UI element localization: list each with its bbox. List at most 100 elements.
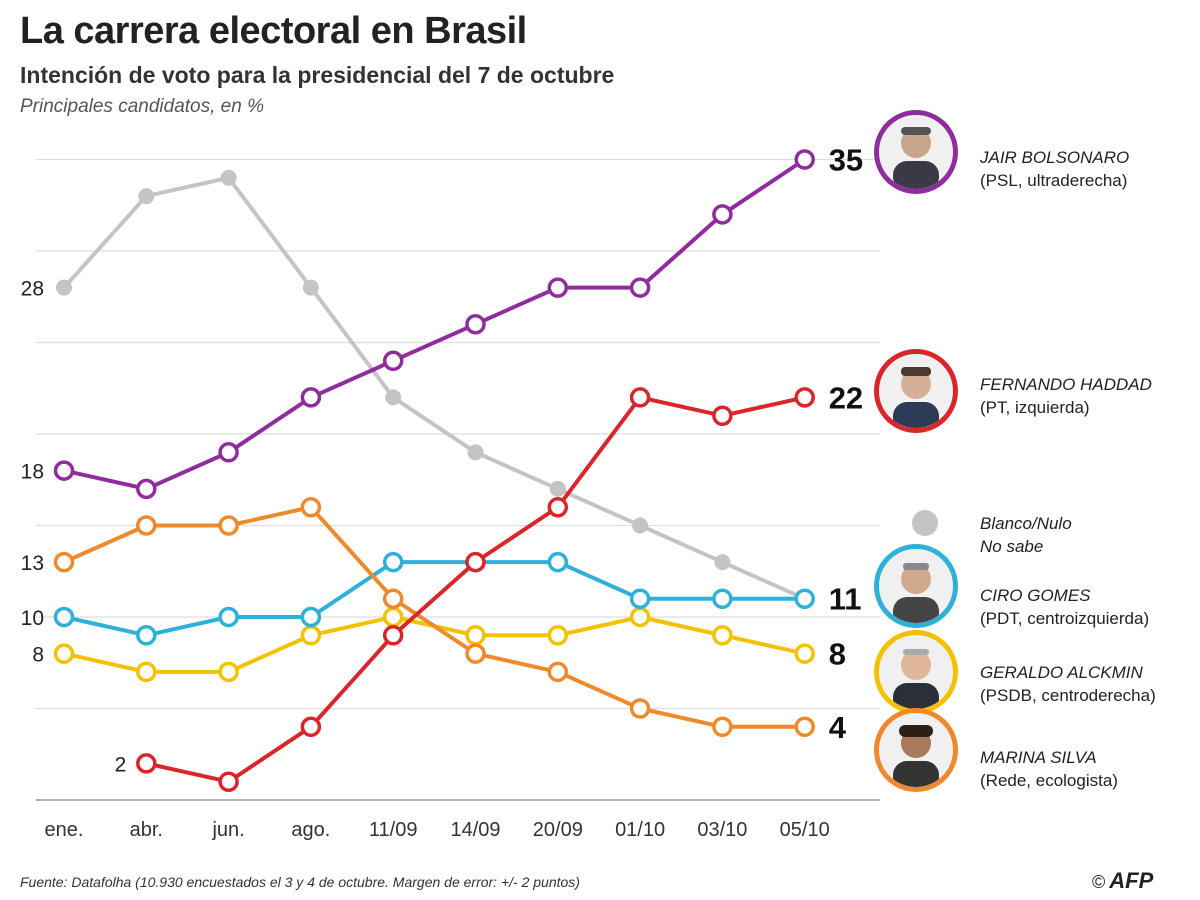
- legend-marina-name: MARINA SILVA: [980, 748, 1097, 767]
- legend-haddad-party: (PT, izquierda): [980, 398, 1090, 417]
- x-tick-label: 20/09: [533, 819, 583, 841]
- point-blanco: [632, 517, 649, 534]
- start-label-ciro: 10: [21, 607, 44, 630]
- chart-title: La carrera electoral en Brasil: [20, 10, 527, 52]
- legend-alckmin-name: GERALDO ALCKMIN: [980, 663, 1143, 682]
- series-line-blanco: [62, 175, 807, 601]
- point-blanco: [138, 188, 155, 205]
- point-marina: [629, 698, 651, 719]
- legend-haddad: FERNANDO HADDAD (PT, izquierda): [980, 373, 1152, 419]
- point-bolsonaro: [712, 204, 733, 225]
- legend-bolsonaro: JAIR BOLSONARO (PSL, ultraderecha): [980, 146, 1129, 192]
- point-bolsonaro: [382, 350, 404, 372]
- point-marina: [465, 643, 486, 664]
- point-blanco: [467, 444, 484, 461]
- legend-blanco-sub: No sabe: [980, 537, 1044, 556]
- point-alckmin: [218, 661, 239, 683]
- legend-alckmin-party: (PSDB, centroderecha): [980, 686, 1156, 705]
- point-alckmin: [629, 606, 651, 628]
- point-ciro: [382, 551, 404, 573]
- point-ciro: [712, 588, 733, 609]
- series-lines: [62, 157, 807, 784]
- chart-subtitle: Intención de voto para la presidencial d…: [20, 62, 615, 88]
- afp-wordmark: AFP: [1109, 868, 1154, 893]
- series-line-ciro: [62, 560, 807, 638]
- end-label-bolsonaro: 35: [829, 143, 863, 178]
- point-ciro: [300, 606, 322, 628]
- point-alckmin: [712, 625, 733, 646]
- point-bolsonaro: [136, 478, 157, 500]
- point-marina: [712, 716, 733, 738]
- point-ciro: [53, 606, 75, 628]
- point-haddad: [218, 771, 239, 792]
- point-ciro: [794, 588, 815, 609]
- point-haddad: [465, 551, 486, 573]
- point-marina: [300, 496, 322, 518]
- start-label-alckmin: 8: [32, 644, 44, 667]
- gridlines: [36, 158, 880, 710]
- x-tick-label: jun.: [211, 819, 244, 841]
- legend-bolsonaro-party: (PSL, ultraderecha): [980, 171, 1128, 190]
- point-marina: [794, 716, 815, 738]
- x-tick-label: 01/10: [615, 819, 665, 841]
- source-note: Fuente: Datafolha (10.930 encuestados el…: [20, 874, 580, 890]
- series-line-bolsonaro: [62, 157, 807, 491]
- end-label-haddad: 22: [829, 380, 863, 415]
- point-ciro: [629, 588, 651, 609]
- value-labels: 18 8 10 13 2 28 35 8 11 4 22: [21, 143, 864, 777]
- point-alckmin: [300, 625, 322, 646]
- point-marina: [53, 551, 75, 573]
- point-alckmin: [794, 643, 815, 664]
- point-blanco: [302, 279, 319, 296]
- point-bolsonaro: [465, 313, 486, 335]
- legend-haddad-name: FERNANDO HADDAD: [980, 375, 1152, 394]
- point-marina: [136, 515, 157, 536]
- point-ciro: [136, 625, 157, 646]
- legend-ciro-name: CIRO GOMES: [980, 586, 1091, 605]
- x-tick-label: 11/09: [369, 819, 418, 841]
- legend-blanco-marker: [912, 510, 938, 536]
- point-haddad: [794, 387, 815, 408]
- x-tick-label: 03/10: [697, 819, 747, 841]
- afp-logo: © AFP: [1092, 868, 1153, 894]
- marina-portrait: [874, 708, 958, 792]
- legend-alckmin: GERALDO ALCKMIN (PSDB, centroderecha): [980, 661, 1156, 707]
- point-blanco: [56, 279, 72, 296]
- point-blanco: [549, 480, 566, 497]
- point-ciro: [218, 606, 239, 628]
- point-alckmin: [547, 625, 569, 646]
- legend-marina-party: (Rede, ecologista): [980, 771, 1118, 790]
- point-haddad: [382, 625, 404, 646]
- legend-blanco-name: Blanco/Nulo: [980, 514, 1072, 533]
- end-label-marina: 4: [829, 710, 847, 745]
- point-alckmin: [136, 661, 157, 683]
- x-tick-label: 05/10: [780, 819, 830, 841]
- start-label-blanco: 28: [21, 278, 44, 301]
- point-bolsonaro: [53, 460, 75, 481]
- point-marina: [218, 515, 239, 536]
- haddad-portrait: [874, 349, 958, 433]
- point-haddad: [300, 716, 322, 738]
- legend-bolsonaro-name: JAIR BOLSONARO: [980, 148, 1130, 167]
- point-blanco: [385, 389, 402, 406]
- x-tick-label: ene.: [45, 819, 84, 841]
- point-bolsonaro: [794, 149, 815, 170]
- point-bolsonaro: [300, 387, 322, 408]
- point-haddad: [547, 496, 569, 518]
- point-haddad: [629, 387, 651, 408]
- alckmin-portrait: [874, 630, 958, 714]
- x-tick-label: ago.: [291, 819, 330, 841]
- start-label-haddad: 2: [115, 753, 127, 776]
- point-bolsonaro: [547, 277, 569, 298]
- point-marina: [547, 661, 569, 683]
- point-blanco: [714, 554, 731, 571]
- legend-ciro: CIRO GOMES (PDT, centroizquierda): [980, 584, 1149, 630]
- point-blanco: [220, 169, 237, 186]
- point-alckmin: [382, 606, 404, 628]
- bolsonaro-portrait: [874, 110, 958, 194]
- start-label-bolsonaro: 18: [21, 461, 44, 484]
- legend-blanco: Blanco/Nulo No sabe: [980, 512, 1072, 558]
- point-haddad: [136, 753, 157, 774]
- legend-marina: MARINA SILVA (Rede, ecologista): [980, 746, 1118, 792]
